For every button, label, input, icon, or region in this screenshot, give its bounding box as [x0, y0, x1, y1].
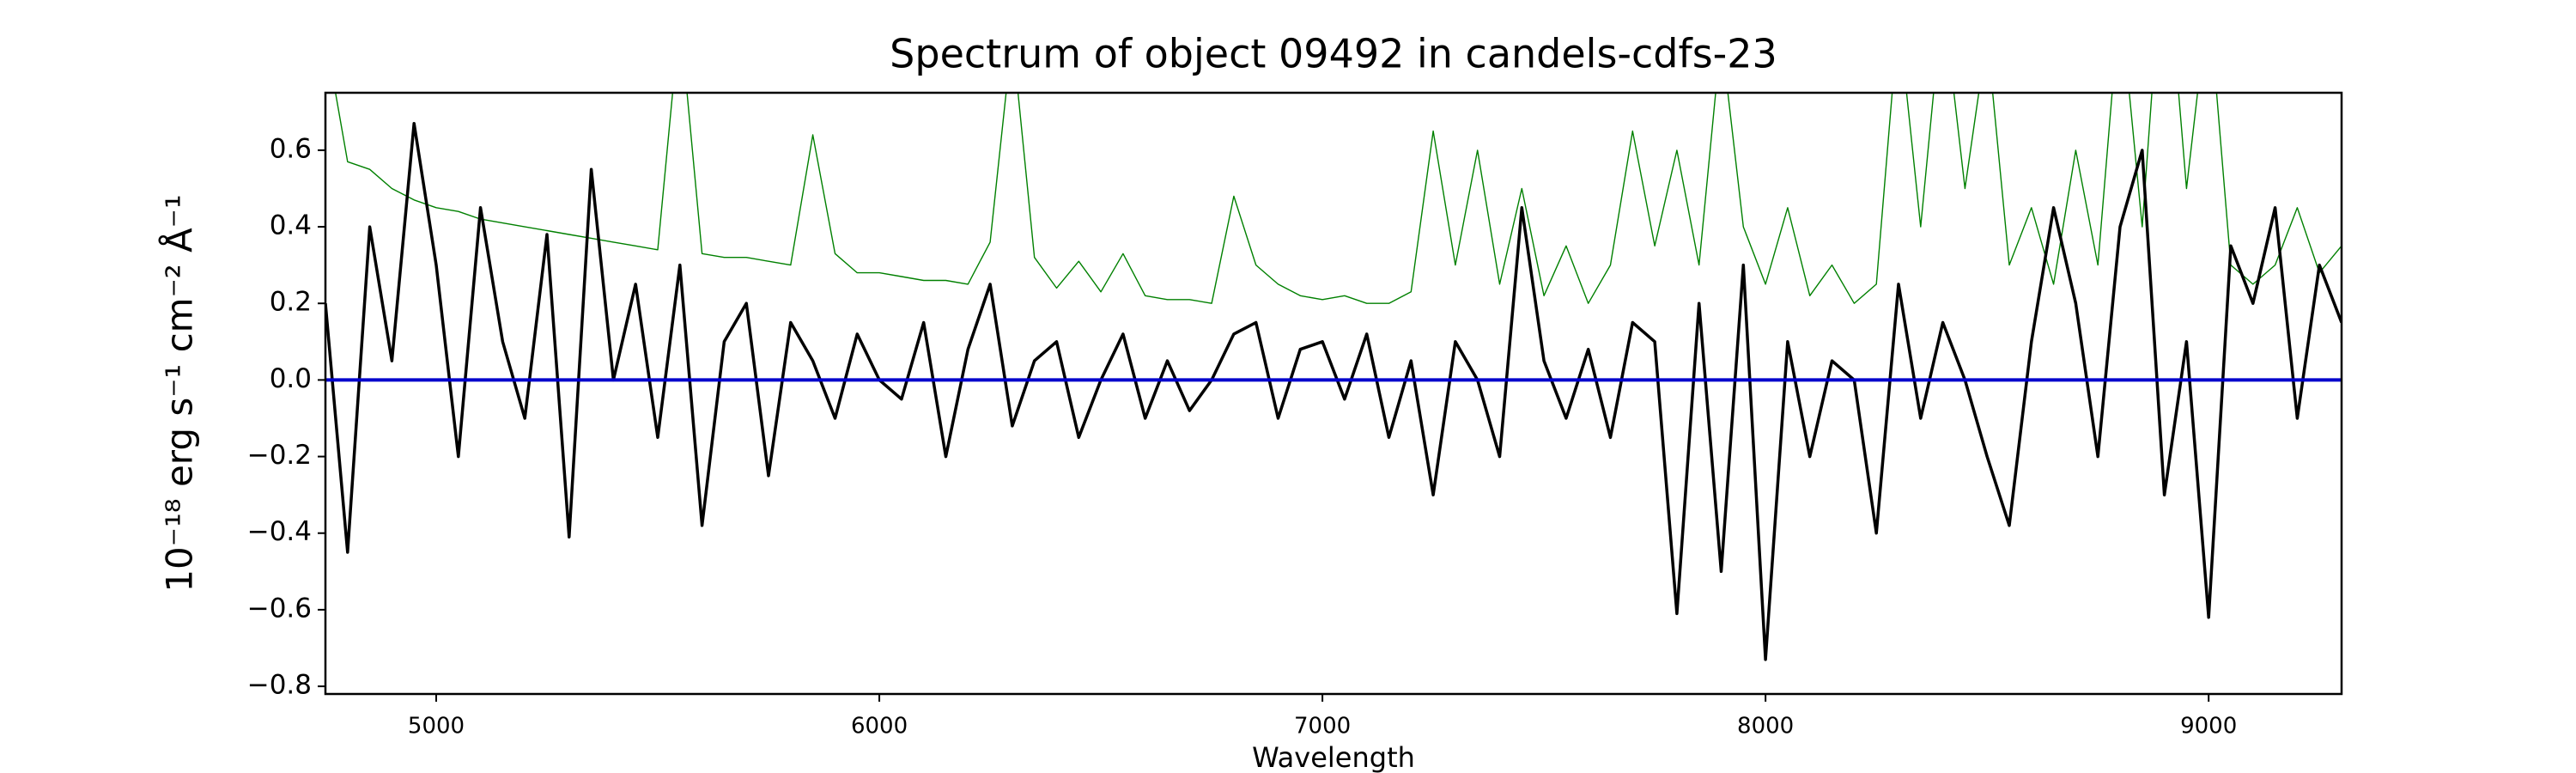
axes-frame	[324, 91, 2343, 696]
x-tick-label: 9000	[2180, 714, 2237, 740]
spectrum-line	[335, 93, 2342, 304]
x-axis-label: Wavelength	[1252, 741, 1415, 773]
plot-area	[325, 93, 2342, 661]
y-tick-label: 0.2	[270, 287, 312, 318]
x-tick-label: 6000	[851, 714, 908, 740]
y-tick-label: 0.6	[270, 133, 312, 164]
x-tick-label: 5000	[408, 714, 465, 740]
y-tick-label: −0.6	[247, 593, 312, 624]
spectrum-line	[325, 121, 2342, 661]
y-tick-label: 0.4	[270, 210, 312, 241]
y-tick-label: −0.2	[247, 440, 312, 471]
x-tick-label: 8000	[1737, 714, 1794, 740]
chart-title: Spectrum of object 09492 in candels-cdfs…	[890, 31, 1777, 77]
y-tick-label: −0.4	[247, 516, 312, 547]
y-tick-label: −0.8	[247, 670, 312, 701]
y-axis-label: 10⁻¹⁸ erg s⁻¹ cm⁻² Å⁻¹	[158, 194, 201, 592]
x-tick-label: 7000	[1294, 714, 1351, 740]
y-tick-label: 0.0	[270, 363, 312, 394]
